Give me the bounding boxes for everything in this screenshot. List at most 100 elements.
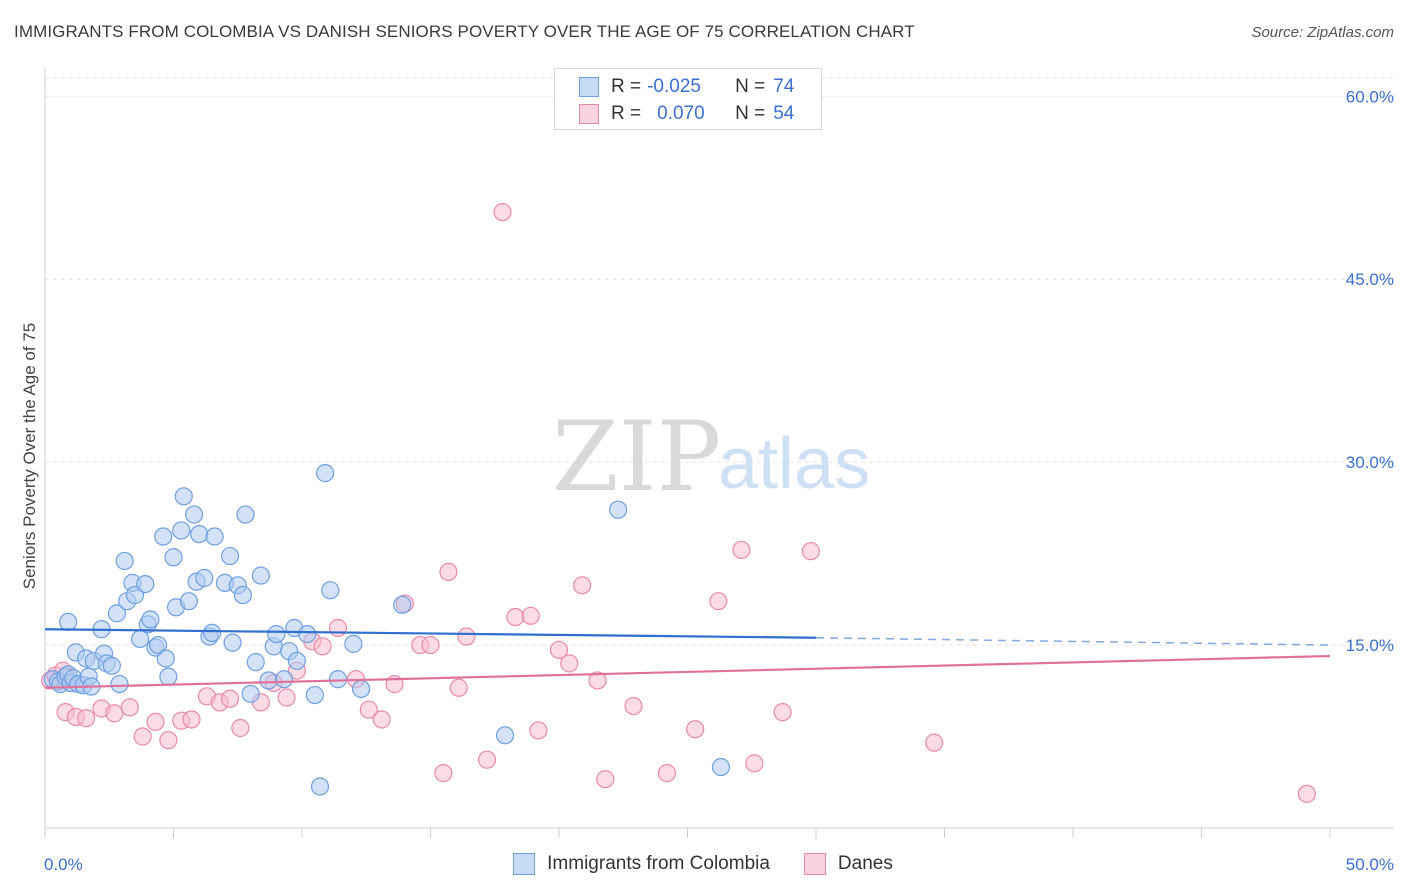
danes-point xyxy=(434,764,453,783)
n-label: N = xyxy=(735,103,766,124)
colombia-point xyxy=(352,679,371,699)
danes-point xyxy=(477,750,497,769)
danes-point xyxy=(231,718,250,738)
colombia-point xyxy=(195,568,214,588)
stats-row-danes: R = 0.070 N = 54 xyxy=(579,103,794,125)
colombia-legend-swatch xyxy=(513,853,536,875)
legend-item-danes[interactable]: Danes xyxy=(803,853,893,875)
colombia-point xyxy=(164,548,183,567)
danes-point xyxy=(277,688,296,707)
danes-point xyxy=(421,635,440,655)
danes-point xyxy=(146,712,165,732)
stats-legend: R = -0.025 N = 74 R = 0.070 N = 54 xyxy=(554,68,822,130)
colombia-point xyxy=(321,581,340,600)
danes-point xyxy=(313,637,332,656)
colombia-point xyxy=(274,670,294,689)
danes-point xyxy=(77,709,96,728)
colombia-point xyxy=(316,464,335,483)
colombia-point xyxy=(223,633,242,652)
colombia-point xyxy=(172,521,191,540)
legend-label: Immigrants from Colombia xyxy=(547,853,770,874)
danes-point xyxy=(745,754,764,773)
danes-point xyxy=(120,698,139,717)
danes-point xyxy=(457,627,476,646)
colombia-point xyxy=(609,500,628,519)
r-value: -0.025 xyxy=(647,76,701,97)
danes-point xyxy=(732,540,751,560)
danes-point xyxy=(596,770,615,789)
y-tick-label: 30.0% xyxy=(1346,453,1394,472)
colombia-point xyxy=(156,649,175,668)
x-tick-label-max: 50.0% xyxy=(1346,855,1394,874)
danes-point xyxy=(159,731,178,750)
legend-label: Danes xyxy=(837,853,893,874)
y-tick-labels: 15.0% 30.0% 45.0% 60.0% xyxy=(1346,87,1394,655)
x-tick-label-min: 0.0% xyxy=(44,855,83,874)
colombia-point xyxy=(298,624,317,644)
trend-lines xyxy=(44,628,1331,689)
danes-point xyxy=(439,562,458,582)
colombia-point xyxy=(495,726,515,745)
legend-item-colombia[interactable]: Immigrants from Colombia xyxy=(513,853,770,875)
colombia-point xyxy=(141,610,160,629)
series-legend: Immigrants from Colombia Danes xyxy=(0,850,1406,878)
danes-point xyxy=(182,710,201,729)
danes-point xyxy=(801,542,820,561)
danes-point xyxy=(220,689,240,708)
danes-point xyxy=(925,733,944,752)
r-label: R = xyxy=(611,76,642,97)
danes-point xyxy=(529,721,548,740)
y-tick-label: 45.0% xyxy=(1346,270,1394,289)
colombia-point xyxy=(393,595,412,614)
n-value: 54 xyxy=(773,103,795,124)
colombia-point xyxy=(174,487,193,506)
colombia-point xyxy=(267,624,286,644)
colombia-point xyxy=(59,612,78,632)
stats-row-colombia: R = -0.025 N = 74 xyxy=(579,76,794,98)
danes-point xyxy=(709,592,728,611)
colombia-point xyxy=(236,505,255,524)
chart-title: IMMIGRANTS FROM COLOMBIA VS DANISH SENIO… xyxy=(14,22,915,41)
danes-point xyxy=(1297,784,1316,803)
danes-point xyxy=(686,720,705,739)
colombia-point xyxy=(287,651,306,671)
danes-point xyxy=(773,703,792,722)
colombia-point xyxy=(241,684,260,703)
r-value: 0.070 xyxy=(657,103,705,124)
colombia-point xyxy=(344,634,363,653)
colombia-point xyxy=(136,574,155,594)
colombia-swatch xyxy=(579,77,599,97)
colombia-point xyxy=(711,757,731,777)
colombia-point xyxy=(107,604,127,623)
danes-point xyxy=(624,696,643,716)
danes-swatch xyxy=(579,104,599,124)
colombia-point xyxy=(233,585,252,605)
colombia-point xyxy=(110,674,129,694)
gridlines xyxy=(45,77,1394,646)
n-label: N = xyxy=(735,76,766,97)
colombia-point xyxy=(310,777,330,796)
colombia-point xyxy=(220,546,240,566)
watermark-zip: ZIP xyxy=(552,401,721,513)
colombia-point xyxy=(251,566,270,585)
colombia-point xyxy=(179,592,199,611)
danes-point xyxy=(521,606,540,625)
danes-point xyxy=(328,618,348,638)
danes-point xyxy=(506,607,525,627)
danes-point xyxy=(105,704,124,723)
n-value: 74 xyxy=(773,76,795,97)
danes-point xyxy=(359,700,378,719)
r-label: R = xyxy=(611,103,642,124)
y-tick-label: 15.0% xyxy=(1346,636,1394,655)
danes-point xyxy=(588,671,607,690)
danes-point xyxy=(493,203,512,222)
colombia-point xyxy=(102,656,121,675)
colombia-point xyxy=(190,524,209,544)
colombia-point xyxy=(154,527,173,546)
colombia-trend-line xyxy=(44,628,817,639)
danes-point xyxy=(549,640,569,660)
colombia-point xyxy=(246,653,265,672)
danes-trend-line xyxy=(44,654,1331,689)
colombia-point xyxy=(328,670,348,689)
